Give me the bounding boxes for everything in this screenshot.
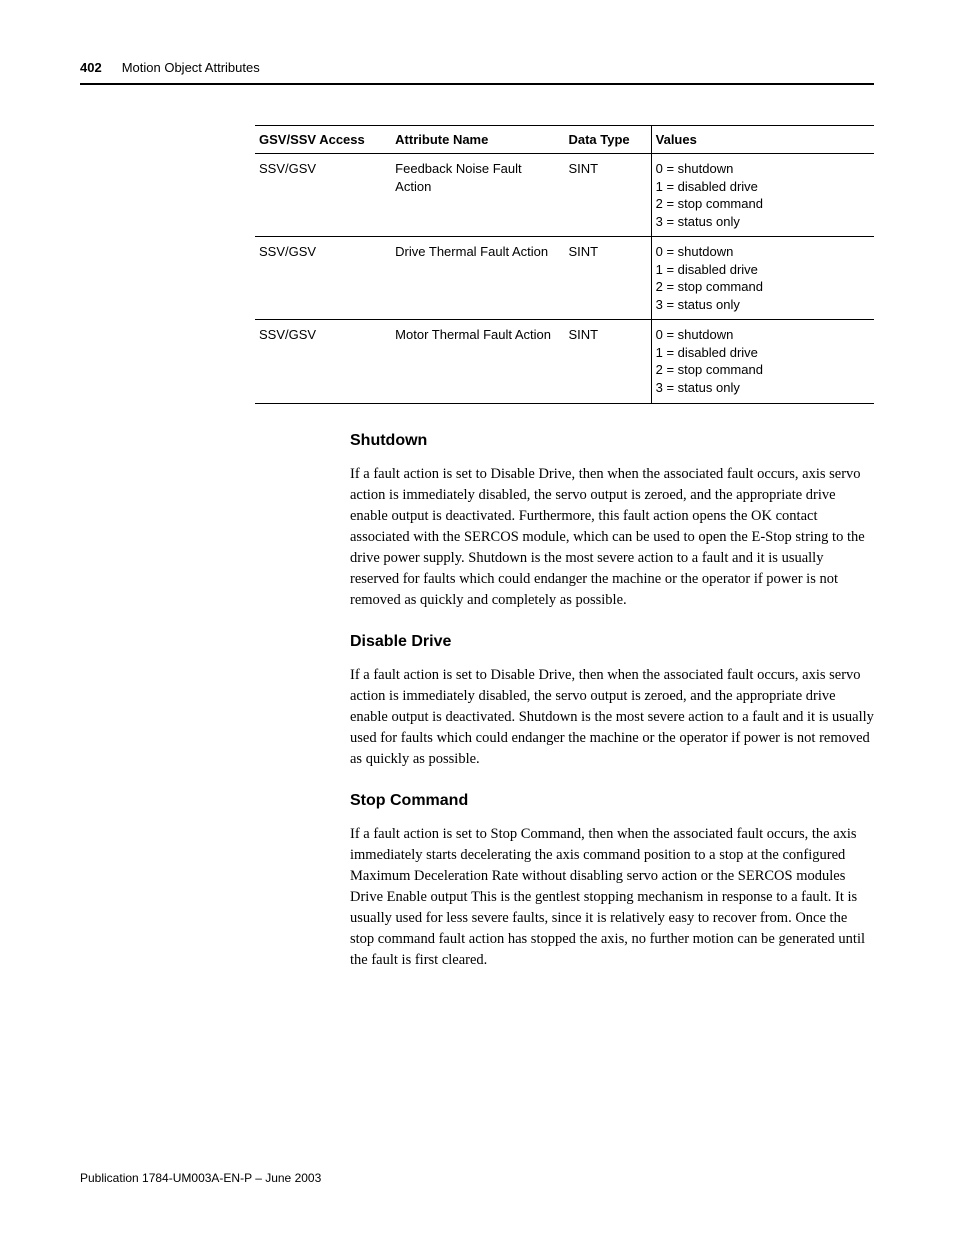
section-body: If a fault action is set to Disable Driv… — [350, 665, 874, 770]
table-body: SSV/GSV Feedback Noise Fault Action SINT… — [255, 154, 874, 404]
table-row: SSV/GSV Drive Thermal Fault Action SINT … — [255, 237, 874, 320]
cell-values: 0 = shutdown 1 = disabled drive 2 = stop… — [651, 320, 874, 403]
footer-publication: Publication 1784-UM003A-EN-P – June 2003 — [80, 1171, 321, 1185]
col-header-attribute: Attribute Name — [391, 126, 564, 154]
col-header-access: GSV/SSV Access — [255, 126, 391, 154]
value-line: 0 = shutdown — [656, 243, 866, 261]
cell-datatype: SINT — [564, 154, 651, 237]
attributes-table: GSV/SSV Access Attribute Name Data Type … — [255, 125, 874, 404]
section-shutdown: Shutdown If a fault action is set to Dis… — [350, 432, 874, 611]
cell-access: SSV/GSV — [255, 154, 391, 237]
col-header-datatype: Data Type — [564, 126, 651, 154]
section-disable-drive: Disable Drive If a fault action is set t… — [350, 633, 874, 770]
value-line: 2 = stop command — [656, 361, 866, 379]
table-header-row: GSV/SSV Access Attribute Name Data Type … — [255, 126, 874, 154]
cell-values: 0 = shutdown 1 = disabled drive 2 = stop… — [651, 237, 874, 320]
cell-datatype: SINT — [564, 237, 651, 320]
section-stop-command: Stop Command If a fault action is set to… — [350, 792, 874, 971]
cell-attribute: Feedback Noise Fault Action — [391, 154, 564, 237]
value-line: 0 = shutdown — [656, 326, 866, 344]
value-line: 2 = stop command — [656, 195, 866, 213]
cell-attribute: Motor Thermal Fault Action — [391, 320, 564, 403]
value-line: 1 = disabled drive — [656, 344, 866, 362]
chapter-title: Motion Object Attributes — [122, 60, 260, 75]
col-header-values: Values — [651, 126, 874, 154]
section-heading: Stop Command — [350, 792, 874, 810]
section-heading: Disable Drive — [350, 633, 874, 651]
value-line: 1 = disabled drive — [656, 261, 866, 279]
cell-datatype: SINT — [564, 320, 651, 403]
cell-attribute: Drive Thermal Fault Action — [391, 237, 564, 320]
cell-values: 0 = shutdown 1 = disabled drive 2 = stop… — [651, 154, 874, 237]
header-rule — [80, 83, 874, 85]
value-line: 2 = stop command — [656, 278, 866, 296]
value-line: 1 = disabled drive — [656, 178, 866, 196]
page-number: 402 — [80, 60, 102, 75]
page-header: 402 Motion Object Attributes — [80, 60, 874, 75]
section-body: If a fault action is set to Stop Command… — [350, 824, 874, 971]
section-heading: Shutdown — [350, 432, 874, 450]
value-line: 3 = status only — [656, 296, 866, 314]
table-row: SSV/GSV Motor Thermal Fault Action SINT … — [255, 320, 874, 403]
cell-access: SSV/GSV — [255, 320, 391, 403]
section-body: If a fault action is set to Disable Driv… — [350, 464, 874, 611]
value-line: 3 = status only — [656, 379, 866, 397]
value-line: 3 = status only — [656, 213, 866, 231]
table-row: SSV/GSV Feedback Noise Fault Action SINT… — [255, 154, 874, 237]
value-line: 0 = shutdown — [656, 160, 866, 178]
cell-access: SSV/GSV — [255, 237, 391, 320]
